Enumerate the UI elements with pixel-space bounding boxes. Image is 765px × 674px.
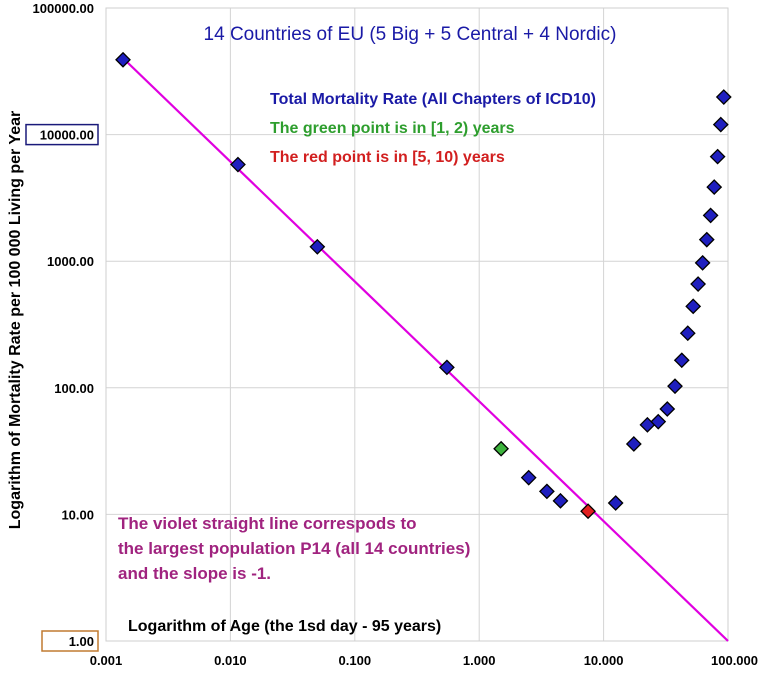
x-tick-label: 0.010 [214,653,247,668]
data-point [673,352,690,369]
data-point [712,116,729,133]
data-point [715,89,732,105]
y-tick-label: 100000.00 [33,1,94,16]
x-tick-label: 1.000 [463,653,496,668]
violet-fit-line [122,57,729,642]
data-point [650,413,667,430]
data-point [667,378,683,395]
data-point [659,401,676,417]
line-note-2: the largest population P14 (all 14 count… [118,539,470,558]
x-tick-label: 0.001 [90,653,123,668]
data-point [702,207,719,224]
series-label: Total Mortality Rate (All Chapters of IC… [270,91,596,108]
data-point [115,51,131,68]
data-point [552,492,569,509]
y-tick-label: 10.00 [61,507,94,522]
y-tick-highlight-box [41,630,99,652]
data-point [706,179,723,196]
data-point [694,254,711,271]
data-point [625,436,642,452]
y-tick-label: 100.00 [54,381,94,396]
x-tick-labels: 0.001 0.010 0.100 1.000 10.000 100.000 [90,653,758,668]
data-point [538,483,555,500]
x-tick-label: 0.100 [339,653,372,668]
line-note-3: and the slope is -1. [118,564,271,583]
chart-title: 14 Countries of EU (5 Big + 5 Central + … [204,24,617,45]
data-point [709,148,726,165]
y-axis-label: Logarithm of Mortality Rate per 100 000 … [7,111,24,530]
y-tick-label: 1.00 [69,634,94,649]
data-point [438,359,455,376]
line-note-1: The violet straight line correspods to [118,514,417,533]
plot-area-border [105,7,729,642]
data-point [309,238,326,255]
data-point [685,298,702,315]
x-tick-label: 100.000 [711,653,758,668]
data-point [607,495,624,511]
data-point [698,231,715,248]
x-axis-label: Logarithm of Age (the 1sd day - 95 years… [128,618,441,635]
data-point [493,440,510,457]
data-points [115,51,732,520]
data-point [679,325,696,342]
data-point [230,156,246,173]
y-tick-labels: 1.00 10.00 100.00 1000.00 10000.00 100000.00 [25,1,99,652]
red-point-note: The red point is in [5, 10) years [270,149,505,166]
x-tick-label: 10.000 [584,653,624,668]
data-point [690,276,707,292]
y-tick-label: 1000.00 [47,254,94,269]
y-tick-label: 10000.00 [40,128,94,143]
y-tick-highlight-box [25,123,99,146]
data-point [520,469,537,486]
data-point [580,503,596,520]
green-point-note: The green point is in [1, 2) years [270,120,515,137]
